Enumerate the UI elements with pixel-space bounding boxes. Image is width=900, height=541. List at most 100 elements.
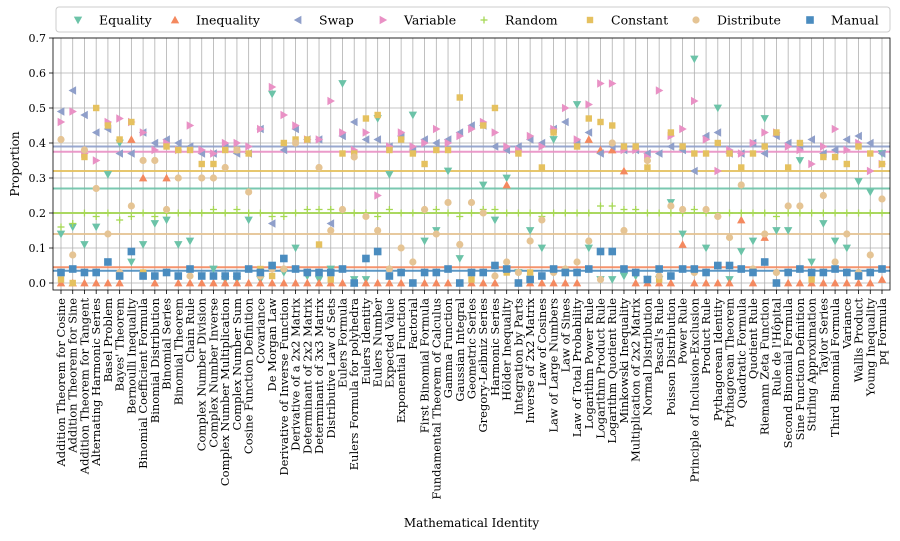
constant-point [855, 143, 862, 150]
manual-point [843, 268, 851, 277]
x-tick-label: Derivative of a 2x2 Matrix [289, 297, 303, 450]
variable-point [843, 145, 852, 155]
constant-point [81, 153, 88, 161]
random-point [104, 209, 112, 217]
x-tick-label: Riemann Zeta Function [758, 297, 772, 435]
variable-point [796, 145, 805, 155]
swap-point [56, 107, 65, 116]
swap-point [174, 138, 182, 148]
constant-point [468, 276, 475, 283]
manual-point [362, 254, 370, 263]
variable-point [714, 166, 722, 176]
inequality-point [490, 278, 500, 287]
manual-point [514, 279, 523, 287]
x-tick-label: Minkowski Inequality [617, 298, 631, 424]
variable-point [245, 142, 253, 151]
equality-point [619, 272, 629, 281]
manual-point [244, 265, 253, 273]
x-tick-label: Gaussian Integral [453, 298, 467, 402]
swap-point [115, 149, 124, 158]
equality-point [608, 276, 617, 284]
x-tick-label: First Binomial Formula [418, 298, 432, 433]
constant-point [222, 146, 229, 154]
manual-point [338, 265, 347, 273]
random-point [186, 209, 194, 217]
inequality-point [396, 278, 406, 287]
x-tick-label: Determinant of 3x3 Matrix [312, 297, 326, 454]
distribute-point [514, 268, 523, 277]
legend-item-swap: Swap [293, 13, 354, 28]
legend-marker [379, 15, 388, 25]
swap-point [361, 135, 370, 144]
y-tick-label: 0.7 [29, 32, 47, 45]
constant-point [609, 122, 616, 129]
equality-point [772, 227, 781, 235]
x-tick-label: Second Binomial Formula [781, 298, 795, 448]
variable-point [456, 131, 464, 141]
variable-point [503, 142, 511, 151]
inequality-point [303, 278, 312, 287]
random-point [92, 213, 100, 220]
legend-marker [586, 16, 594, 24]
equality-point [819, 220, 828, 228]
variable-point [374, 191, 382, 200]
equality-point [291, 244, 300, 253]
inequality-point [666, 278, 676, 287]
equality-point [455, 255, 464, 263]
random-point [303, 206, 311, 213]
constant-point [738, 164, 745, 171]
variable-point [866, 166, 875, 176]
variable-point [257, 124, 265, 134]
random-point [784, 209, 792, 217]
random-point [409, 209, 417, 217]
manual-point [162, 268, 171, 277]
legend-item-variable: Variable [379, 13, 456, 28]
random-point [808, 209, 816, 217]
x-tick-label: Distributive Law of Sets [324, 298, 338, 439]
random-point [432, 206, 440, 213]
distribute-point [57, 135, 65, 144]
distribute-point [608, 139, 616, 147]
distribute-point [385, 265, 393, 273]
random-point [491, 206, 499, 213]
variable-point [280, 110, 289, 120]
manual-point [831, 265, 839, 273]
distribute-point [503, 258, 511, 266]
manual-point [749, 268, 757, 277]
inequality-point [91, 278, 101, 287]
variable-point [608, 79, 617, 88]
random-point [585, 209, 593, 217]
constant-point [644, 164, 651, 171]
constant-point [878, 160, 886, 168]
x-tick-label: Eulers Number [371, 298, 385, 388]
legend-item-manual: Manual [806, 13, 879, 28]
constant-point [808, 276, 815, 283]
random-point [831, 209, 839, 217]
constant-point [632, 143, 639, 150]
manual-point [608, 247, 617, 256]
variable-point [421, 138, 429, 148]
x-tick-label: Complex Number Division [195, 297, 209, 451]
manual-point [92, 268, 100, 277]
inequality-point [385, 278, 394, 287]
series-constant [57, 94, 886, 287]
x-tick-label: Wallis Product [852, 298, 866, 383]
variable-point [432, 124, 441, 134]
x-tick-label: De Morgan Law [265, 298, 279, 392]
constant-point [409, 150, 417, 157]
manual-point [772, 279, 781, 287]
constant-point [691, 150, 698, 157]
variable-point [57, 117, 66, 127]
variable-point [409, 142, 418, 151]
manual-point [725, 261, 734, 270]
inequality-point [279, 278, 289, 287]
random-point [843, 209, 851, 217]
manual-point [57, 268, 65, 277]
inequality-point [678, 240, 687, 248]
distribute-point [655, 272, 663, 280]
inequality-point [690, 278, 699, 287]
manual-point [690, 265, 699, 273]
distribute-point [338, 205, 347, 214]
equality-point [549, 136, 558, 144]
manual-point [315, 268, 323, 277]
